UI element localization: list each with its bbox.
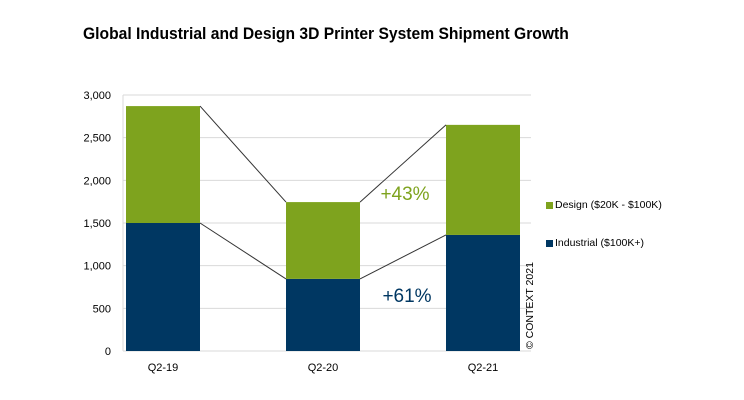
y-tick-label: 1,000	[83, 261, 111, 273]
bar-design	[126, 106, 200, 223]
y-tick-label: 3,000	[83, 90, 111, 102]
legend-label-design: Design ($20K - $100K)	[555, 199, 662, 211]
growth-annotation: +43%	[380, 184, 429, 205]
bar-design	[286, 202, 360, 279]
y-tick-label: 500	[93, 303, 111, 315]
legend-item-design: Design ($20K - $100K)	[546, 199, 662, 211]
legend-label-industrial: Industrial ($100K+)	[555, 237, 645, 249]
series-line	[199, 222, 287, 280]
copyright-note: © CONTEXT 2021	[524, 262, 536, 349]
legend-swatch-design	[546, 201, 553, 209]
bar-industrial	[446, 234, 520, 351]
bar-design	[446, 124, 520, 235]
bar-industrial	[126, 223, 200, 351]
legend-item-industrial: Industrial ($100K+)	[546, 237, 644, 249]
y-tick-label: 0	[105, 346, 111, 358]
y-tick-label: 1,500	[83, 218, 111, 230]
growth-annotation: +61%	[382, 286, 431, 307]
series-line	[199, 105, 287, 203]
bar-industrial	[286, 278, 360, 351]
series-line	[359, 234, 447, 280]
y-tick-label: 2,000	[83, 175, 111, 187]
x-tick-label: Q2-21	[468, 362, 499, 374]
y-tick-label: 2,500	[83, 133, 111, 145]
legend-swatch-industrial	[546, 239, 553, 247]
chart-title: Global Industrial and Design 3D Printer …	[83, 24, 569, 43]
x-tick-label: Q2-20	[308, 362, 339, 374]
x-tick-label: Q2-19	[148, 362, 179, 374]
series-line	[359, 124, 447, 203]
